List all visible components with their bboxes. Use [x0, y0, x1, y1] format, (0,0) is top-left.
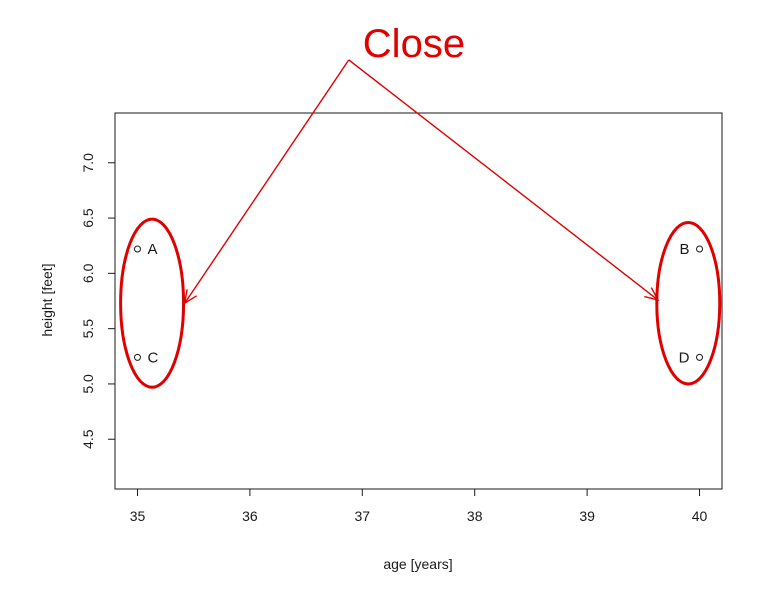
- data-point: [696, 353, 704, 361]
- y-axis: 4.5 5.0 5.5 6.0 6.5 7.0: [80, 153, 116, 449]
- x-tick-label: 35: [130, 508, 146, 524]
- x-tick-label: 38: [467, 508, 483, 524]
- arrow-line: [184, 59, 350, 304]
- point-label: B: [680, 241, 690, 258]
- data-point: [696, 245, 704, 253]
- arrow-line: [348, 59, 659, 301]
- y-tick-label: 4.5: [80, 429, 96, 449]
- plot-frame: [114, 112, 723, 490]
- annotation-label: Close: [363, 22, 465, 66]
- y-tick-label: 7.0: [80, 153, 96, 173]
- data-points: A B C D: [133, 241, 704, 366]
- y-tick-label: 5.0: [80, 374, 96, 394]
- point-label: A: [147, 241, 157, 258]
- arrow-head: [644, 287, 660, 301]
- y-axis-title: height [feet]: [39, 263, 55, 336]
- highlight-ellipse: [655, 220, 722, 386]
- x-tick-label: 36: [242, 508, 258, 524]
- y-tick-label: 5.5: [80, 319, 96, 339]
- point-label: C: [147, 349, 158, 366]
- highlight-ellipse: [119, 217, 186, 389]
- x-axis-title: age [years]: [383, 556, 452, 572]
- annotation: Close: [119, 22, 722, 389]
- x-tick-label: 37: [355, 508, 371, 524]
- point-label: D: [679, 349, 690, 366]
- y-tick-label: 6.5: [80, 208, 96, 228]
- data-point: [133, 245, 141, 253]
- x-tick-label: 39: [579, 508, 595, 524]
- x-axis: 35 36 37 38 39 40: [130, 488, 708, 524]
- data-point: [133, 353, 141, 361]
- y-tick-label: 6.0: [80, 263, 96, 283]
- arrow-head: [183, 289, 197, 305]
- x-tick-label: 40: [692, 508, 708, 524]
